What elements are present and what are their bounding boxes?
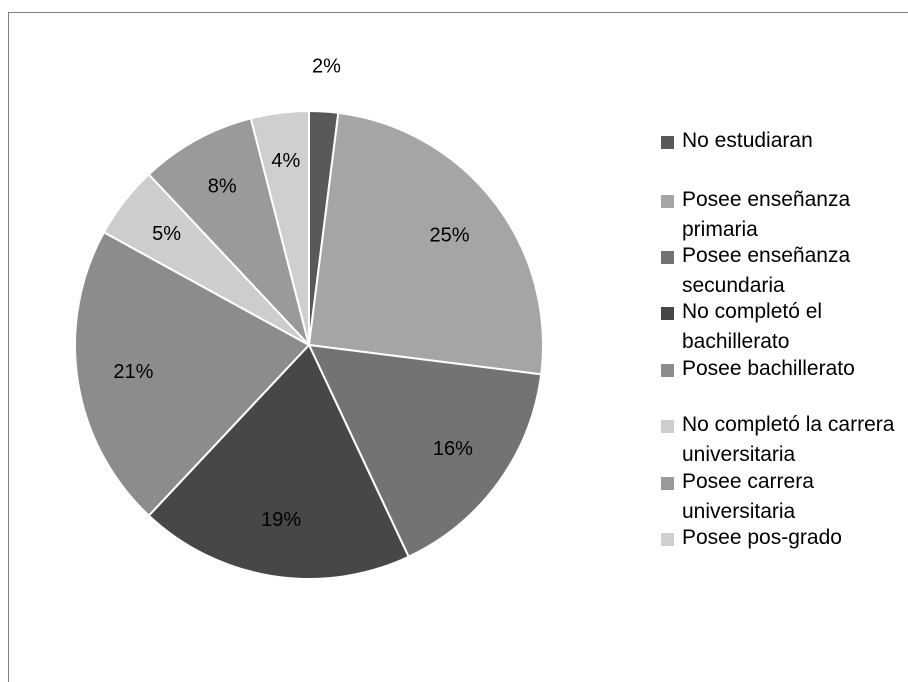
legend-label-3: Posee enseñanza secundaria bbox=[682, 244, 851, 297]
pie-slice-3 bbox=[307, 343, 543, 559]
pie-chart: 2% 25% 16% 19% 21% 5% 8% 4% bbox=[74, 55, 544, 580]
legend-swatch-2 bbox=[661, 195, 674, 208]
pie-slices bbox=[74, 109, 544, 580]
legend-swatch-1 bbox=[661, 136, 674, 149]
pie-slice-5 bbox=[74, 230, 311, 517]
pie-slice-7 bbox=[147, 117, 310, 346]
legend-swatch-3 bbox=[661, 251, 674, 264]
legend-swatch-4 bbox=[661, 307, 674, 320]
legend-label-8: Posee pos-grado bbox=[682, 526, 842, 549]
legend-label-6: No completó la carrera universitaria bbox=[682, 413, 895, 466]
pie-slice-8 bbox=[249, 109, 310, 346]
pie-slice-4 bbox=[147, 343, 410, 580]
legend-label-4: No completó el bachillerato bbox=[682, 300, 823, 353]
legend-label-5: Posee bachillerato bbox=[682, 357, 855, 380]
legend-swatch-5 bbox=[661, 364, 674, 377]
data-label-7: 8% bbox=[208, 175, 237, 197]
data-label-3: 16% bbox=[433, 438, 473, 460]
pie-data-labels: 2% 25% 16% 19% 21% 5% 8% 4% bbox=[113, 55, 473, 531]
data-label-8: 4% bbox=[271, 150, 300, 172]
chart-frame: 2% 25% 16% 19% 21% 5% 8% 4% No estudiaran Posee … bbox=[8, 12, 908, 682]
data-label-6: 5% bbox=[152, 223, 181, 245]
data-label-2: 25% bbox=[430, 224, 470, 246]
legend-swatch-6 bbox=[661, 420, 674, 433]
data-label-4: 19% bbox=[261, 509, 301, 531]
legend-label-7: Posee carrera universitaria bbox=[682, 470, 814, 523]
data-label-1: 2% bbox=[312, 55, 341, 77]
legend-swatch-7 bbox=[661, 477, 674, 490]
legend-label-2: Posee enseñanza primaria bbox=[682, 188, 851, 241]
legend-label-1: No estudiaran bbox=[682, 129, 813, 152]
data-label-5: 21% bbox=[113, 361, 153, 383]
pie-slice-2 bbox=[307, 111, 544, 376]
legend-swatch-8 bbox=[661, 533, 674, 546]
